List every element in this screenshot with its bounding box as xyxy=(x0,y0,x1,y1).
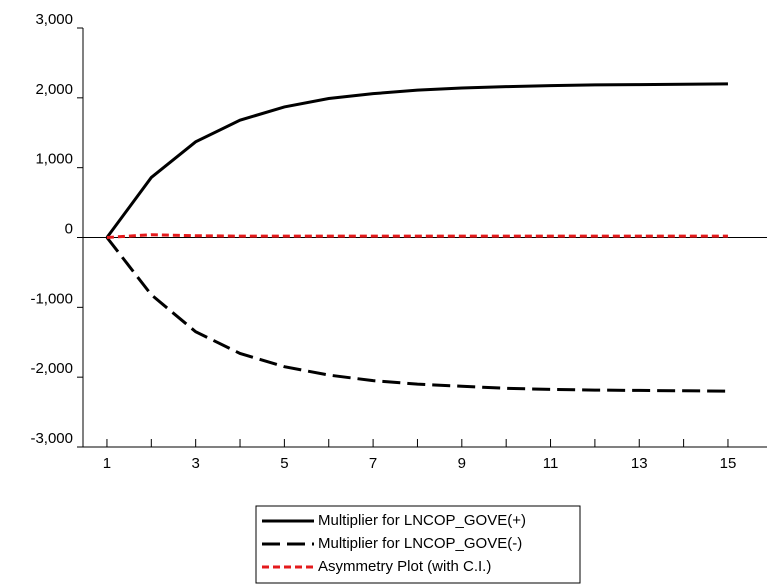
x-tick-label: 3 xyxy=(191,455,199,472)
series-line xyxy=(107,84,728,238)
legend-label: Asymmetry Plot (with C.I.) xyxy=(318,558,491,575)
y-tick-label: -2,000 xyxy=(30,360,73,377)
page: {"chart_data": {"type": "line", "x": [1,… xyxy=(0,0,767,584)
x-tick-label: 7 xyxy=(369,455,377,472)
y-tick-label: -1,000 xyxy=(30,290,73,307)
y-tick-label: 0 xyxy=(65,220,73,237)
x-tick-label: 1 xyxy=(103,455,111,472)
x-tick-label: 5 xyxy=(280,455,288,472)
y-tick-label: 3,000 xyxy=(35,11,73,28)
legend-label: Multiplier for LNCOP_GOVE(+) xyxy=(318,512,526,529)
y-tick-label: -3,000 xyxy=(30,430,73,447)
series-line xyxy=(107,238,728,392)
x-tick-label: 15 xyxy=(720,455,737,472)
y-tick-label: 1,000 xyxy=(35,151,73,168)
x-tick-label: 13 xyxy=(631,455,648,472)
legend-label: Multiplier for LNCOP_GOVE(-) xyxy=(318,535,522,552)
x-tick-label: 11 xyxy=(543,455,559,472)
y-tick-label: 2,000 xyxy=(35,81,73,98)
x-tick-label: 9 xyxy=(458,455,466,472)
chart: -3,000-2,000-1,00001,0002,0003,000135791… xyxy=(0,0,767,584)
